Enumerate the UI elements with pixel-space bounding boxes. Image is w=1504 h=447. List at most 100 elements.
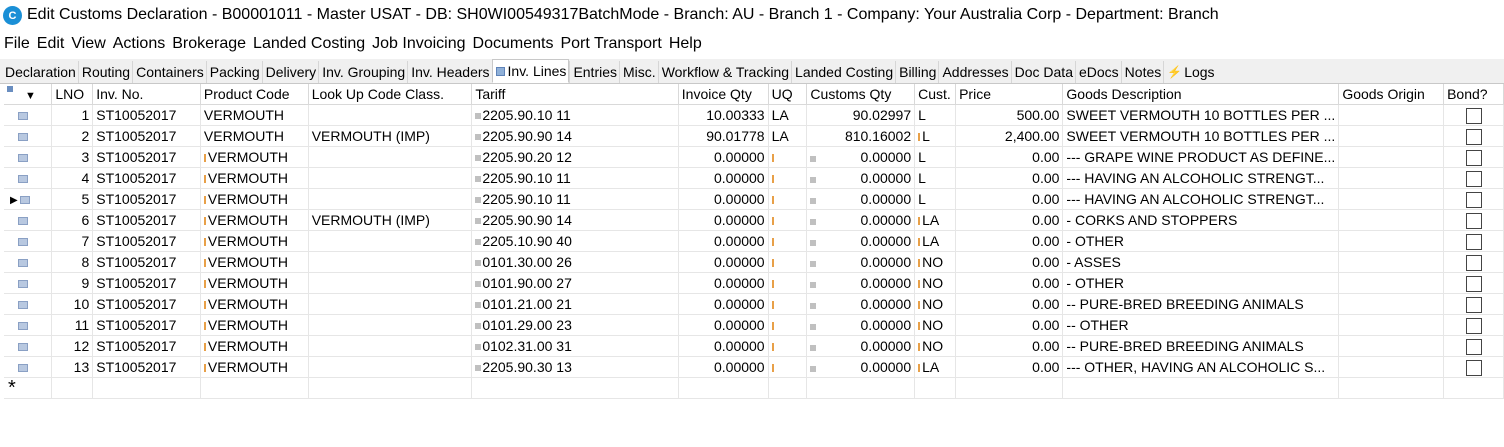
col-header-goods-description[interactable]: Goods Description <box>1062 84 1340 105</box>
cell-tariff[interactable]: 2205.90.20 12 <box>471 146 679 168</box>
tab-edocs[interactable]: eDocs <box>1074 61 1121 83</box>
cell-goods-origin[interactable] <box>1338 209 1445 231</box>
cell-price[interactable]: 0.00 <box>955 251 1064 273</box>
row-selector[interactable] <box>4 125 53 147</box>
cell-lno[interactable]: 7 <box>51 230 94 252</box>
cell-customs-qty[interactable]: 90.02997 <box>806 104 916 126</box>
cell-cust[interactable]: L <box>914 167 957 189</box>
row-selector[interactable] <box>4 167 53 189</box>
cell-lookup-code-class[interactable]: VERMOUTH (IMP) <box>308 125 473 147</box>
bond-checkbox[interactable] <box>1465 254 1482 271</box>
cell-product-code[interactable]: VERMOUTH <box>200 293 309 315</box>
cell-goods-description[interactable]: -- PURE-BRED BREEDING ANIMALS <box>1062 293 1340 315</box>
col-header-tariff[interactable]: Tariff <box>471 84 679 105</box>
cell-inv-no[interactable]: ST10052017 <box>92 251 201 273</box>
cell-tariff[interactable]: 2205.90.10 11 <box>471 104 679 126</box>
cell-customs-qty[interactable]: 810.16002 <box>806 125 916 147</box>
cell-product-code[interactable]: VERMOUTH <box>200 167 309 189</box>
cell-cust[interactable]: NO <box>914 293 957 315</box>
cell-lookup-code-class[interactable] <box>308 188 473 210</box>
bond-checkbox[interactable] <box>1465 212 1482 229</box>
cell-lookup-code-class[interactable] <box>308 230 473 252</box>
cell-cust[interactable]: LA <box>914 356 957 378</box>
cell-inv-no[interactable]: ST10052017 <box>92 335 201 357</box>
new-row-cell[interactable] <box>92 377 201 399</box>
cell-lno[interactable]: 2 <box>51 125 94 147</box>
cell-uq[interactable]: LA <box>768 125 808 147</box>
cell-price[interactable]: 0.00 <box>955 335 1064 357</box>
table-row[interactable]: 7 ST10052017 VERMOUTH 2205.10.90 40 0.00000 0… <box>4 230 1504 252</box>
cell-customs-qty[interactable]: 0.00000 <box>806 251 916 273</box>
tab-workflow-tracking[interactable]: Workflow & Tracking <box>657 61 791 83</box>
cell-product-code[interactable]: VERMOUTH <box>200 230 309 252</box>
menu-item-port-transport[interactable]: Port Transport <box>560 35 662 52</box>
cell-bond[interactable] <box>1443 356 1504 378</box>
new-row-cell[interactable] <box>51 377 94 399</box>
col-header-bond[interactable]: Bond? <box>1443 84 1504 105</box>
col-header-customs-qty[interactable]: Customs Qty <box>806 84 916 105</box>
cell-bond[interactable] <box>1443 314 1504 336</box>
cell-lno[interactable]: 4 <box>51 167 94 189</box>
bond-checkbox[interactable] <box>1465 359 1482 376</box>
new-row-cell[interactable] <box>1062 377 1340 399</box>
table-row[interactable]: 8 ST10052017 VERMOUTH 0101.30.00 26 0.00000 0… <box>4 251 1504 273</box>
cell-inv-no[interactable]: ST10052017 <box>92 272 201 294</box>
cell-price[interactable]: 0.00 <box>955 314 1064 336</box>
cell-lookup-code-class[interactable] <box>308 335 473 357</box>
table-row[interactable]: 9 ST10052017 VERMOUTH 0101.90.00 27 0.00000 0… <box>4 272 1504 294</box>
cell-price[interactable]: 0.00 <box>955 272 1064 294</box>
cell-price[interactable]: 0.00 <box>955 356 1064 378</box>
tab-routing[interactable]: Routing <box>77 61 132 83</box>
cell-bond[interactable] <box>1443 146 1504 168</box>
col-header-invoice-qty[interactable]: Invoice Qty <box>678 84 769 105</box>
cell-lookup-code-class[interactable] <box>308 293 473 315</box>
col-header-uq[interactable]: UQ <box>768 84 808 105</box>
cell-lookup-code-class[interactable] <box>308 314 473 336</box>
bond-checkbox[interactable] <box>1465 149 1482 166</box>
new-row-cell[interactable] <box>955 377 1064 399</box>
cell-invoice-qty[interactable]: 0.00000 <box>678 209 769 231</box>
new-row-cell[interactable] <box>914 377 957 399</box>
cell-price[interactable]: 500.00 <box>955 104 1064 126</box>
tab-notes[interactable]: Notes <box>1120 61 1164 83</box>
tab-misc[interactable]: Misc. <box>619 61 658 83</box>
cell-cust[interactable]: NO <box>914 335 957 357</box>
cell-invoice-qty[interactable]: 0.00000 <box>678 335 769 357</box>
cell-product-code[interactable]: VERMOUTH <box>200 125 309 147</box>
cell-goods-origin[interactable] <box>1338 251 1445 273</box>
cell-uq[interactable] <box>768 167 808 189</box>
cell-inv-no[interactable]: ST10052017 <box>92 314 201 336</box>
cell-lno[interactable]: 8 <box>51 251 94 273</box>
cell-price[interactable]: 0.00 <box>955 188 1064 210</box>
cell-goods-description[interactable]: SWEET VERMOUTH 10 BOTTLES PER ... <box>1062 104 1340 126</box>
tab-packing[interactable]: Packing <box>205 61 262 83</box>
cell-uq[interactable] <box>768 293 808 315</box>
cell-price[interactable]: 0.00 <box>955 209 1064 231</box>
cell-goods-origin[interactable] <box>1338 104 1445 126</box>
menu-item-job-invoicing[interactable]: Job Invoicing <box>372 35 466 52</box>
row-selector[interactable] <box>4 356 53 378</box>
cell-product-code[interactable]: VERMOUTH <box>200 335 309 357</box>
cell-inv-no[interactable]: ST10052017 <box>92 146 201 168</box>
cell-lookup-code-class[interactable] <box>308 272 473 294</box>
menu-item-landed-costing[interactable]: Landed Costing <box>253 35 366 52</box>
cell-invoice-qty[interactable]: 0.00000 <box>678 188 769 210</box>
row-selector[interactable]: ▶ <box>4 188 53 210</box>
cell-bond[interactable] <box>1443 188 1504 210</box>
cell-uq[interactable] <box>768 272 808 294</box>
table-row[interactable]: 12 ST10052017 VERMOUTH 0102.31.00 31 0.00000… <box>4 335 1504 357</box>
cell-goods-description[interactable]: SWEET VERMOUTH 10 BOTTLES PER ... <box>1062 125 1340 147</box>
cell-cust[interactable]: NO <box>914 272 957 294</box>
bond-checkbox[interactable] <box>1465 296 1482 313</box>
cell-lookup-code-class[interactable] <box>308 251 473 273</box>
col-header-goods-origin[interactable]: Goods Origin <box>1338 84 1445 105</box>
col-header-price[interactable]: Price <box>955 84 1064 105</box>
cell-product-code[interactable]: VERMOUTH <box>200 314 309 336</box>
cell-goods-origin[interactable] <box>1338 230 1445 252</box>
cell-product-code[interactable]: VERMOUTH <box>200 146 309 168</box>
cell-price[interactable]: 0.00 <box>955 230 1064 252</box>
cell-inv-no[interactable]: ST10052017 <box>92 104 201 126</box>
table-row[interactable]: 3 ST10052017 VERMOUTH 2205.90.20 12 0.00000 0… <box>4 146 1504 168</box>
cell-product-code[interactable]: VERMOUTH <box>200 251 309 273</box>
cell-lookup-code-class[interactable] <box>308 167 473 189</box>
